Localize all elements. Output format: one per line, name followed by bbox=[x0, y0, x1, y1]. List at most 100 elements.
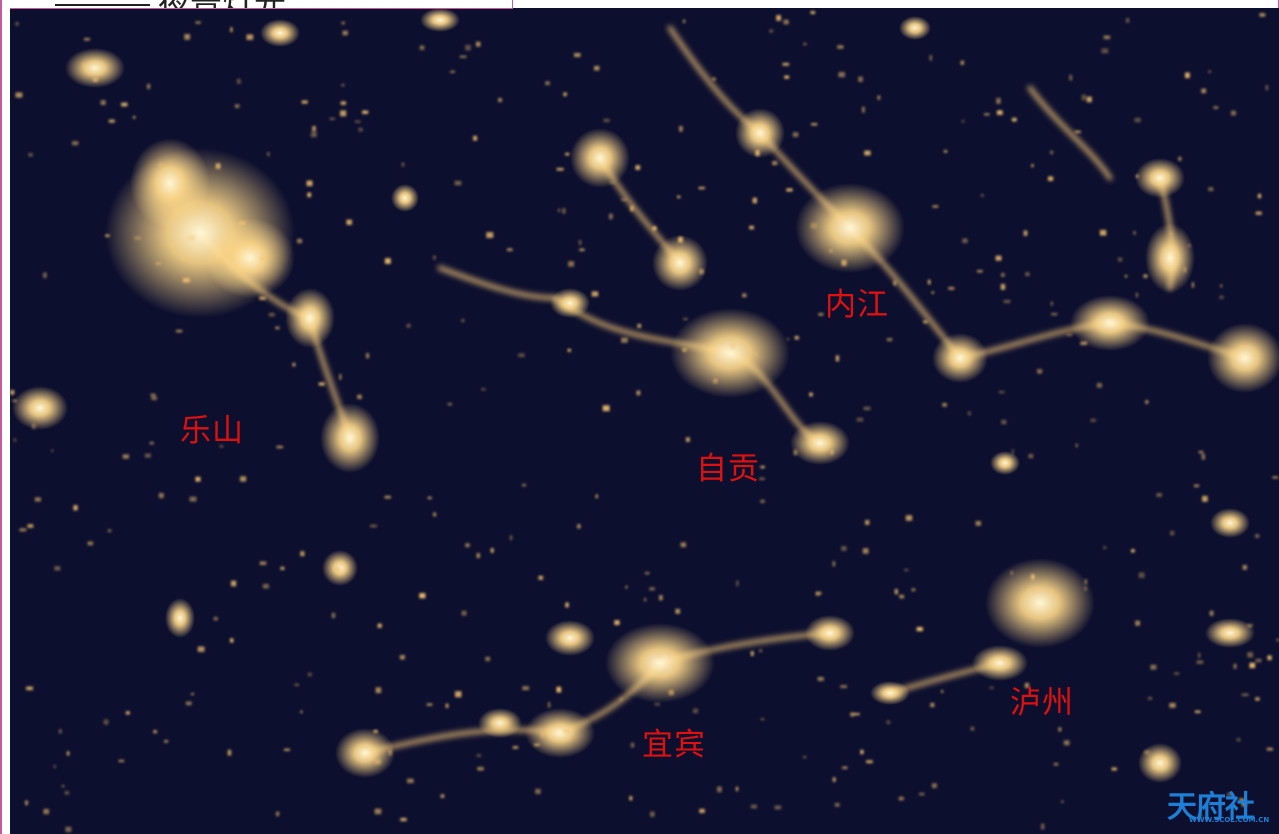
small-light-speck bbox=[563, 729, 570, 733]
small-light-speck bbox=[931, 291, 934, 294]
city-light-cluster bbox=[335, 728, 395, 778]
small-light-speck bbox=[830, 450, 834, 455]
small-light-speck bbox=[1111, 767, 1117, 771]
small-light-speck bbox=[26, 686, 33, 691]
small-light-speck bbox=[980, 194, 984, 197]
map-canvas bbox=[10, 8, 1279, 834]
small-light-speck bbox=[312, 126, 316, 132]
small-light-speck bbox=[683, 317, 688, 321]
small-light-speck bbox=[306, 180, 313, 187]
small-light-speck bbox=[1135, 174, 1139, 178]
city-light-cluster bbox=[1138, 743, 1182, 783]
small-light-speck bbox=[749, 225, 754, 230]
small-light-speck bbox=[567, 348, 571, 352]
small-light-speck bbox=[331, 612, 336, 619]
small-light-speck bbox=[943, 150, 948, 153]
small-light-speck bbox=[342, 30, 348, 36]
small-light-speck bbox=[644, 571, 650, 575]
city-label-yibin: 宜宾 bbox=[642, 727, 706, 763]
small-light-speck bbox=[817, 677, 824, 681]
small-light-speck bbox=[318, 382, 325, 386]
small-light-speck bbox=[182, 278, 190, 283]
small-light-speck bbox=[447, 403, 453, 406]
small-light-speck bbox=[829, 249, 833, 253]
small-light-speck bbox=[792, 132, 799, 137]
small-light-speck bbox=[427, 496, 432, 500]
small-light-speck bbox=[445, 703, 449, 708]
small-light-speck bbox=[34, 497, 41, 502]
small-light-speck bbox=[93, 77, 98, 82]
small-light-speck bbox=[1249, 662, 1256, 669]
small-light-speck bbox=[373, 730, 378, 733]
small-light-speck bbox=[1178, 156, 1182, 161]
small-light-speck bbox=[1255, 697, 1260, 701]
small-light-speck bbox=[752, 197, 757, 204]
small-light-speck bbox=[783, 19, 789, 25]
small-light-speck bbox=[894, 589, 898, 595]
small-light-speck bbox=[1138, 572, 1145, 578]
small-light-speck bbox=[637, 323, 642, 328]
small-light-speck bbox=[188, 235, 196, 241]
small-light-speck bbox=[975, 521, 981, 526]
small-light-speck bbox=[13, 438, 17, 442]
small-light-speck bbox=[450, 70, 455, 73]
small-light-speck bbox=[860, 749, 864, 755]
small-light-speck bbox=[1272, 476, 1279, 479]
small-light-speck bbox=[654, 703, 661, 706]
small-light-speck bbox=[1031, 164, 1034, 168]
small-light-speck bbox=[358, 127, 363, 132]
small-light-speck bbox=[335, 567, 340, 572]
small-light-speck bbox=[346, 219, 352, 225]
small-light-speck bbox=[1208, 187, 1214, 192]
small-light-speck bbox=[608, 213, 613, 220]
small-light-speck bbox=[158, 493, 164, 499]
city-light-cluster bbox=[1210, 508, 1250, 538]
small-light-speck bbox=[547, 702, 551, 708]
small-light-speck bbox=[107, 529, 112, 533]
city-label-neijiang: 内江 bbox=[825, 287, 889, 323]
small-light-speck bbox=[189, 496, 197, 502]
small-light-speck bbox=[43, 808, 49, 815]
small-light-speck bbox=[977, 270, 983, 273]
small-light-speck bbox=[948, 287, 955, 290]
small-light-speck bbox=[1145, 400, 1149, 404]
city-light-cluster bbox=[478, 708, 522, 738]
night-lights-map: 内江 乐山 自贡 泸州 宜宾 天府社区 WWW.SCOL.COM.CN bbox=[10, 8, 1279, 834]
small-light-speck bbox=[810, 223, 818, 229]
small-light-speck bbox=[406, 323, 411, 328]
small-light-speck bbox=[1096, 383, 1102, 388]
small-light-speck bbox=[538, 575, 544, 580]
small-light-speck bbox=[565, 152, 570, 156]
small-light-speck bbox=[1133, 231, 1136, 235]
small-light-speck bbox=[329, 117, 335, 120]
city-light-cluster bbox=[652, 235, 708, 291]
small-light-speck bbox=[1011, 117, 1017, 122]
small-light-speck bbox=[919, 792, 925, 796]
small-light-speck bbox=[603, 118, 610, 122]
small-light-speck bbox=[151, 396, 157, 400]
city-light-cluster bbox=[990, 451, 1020, 475]
small-light-speck bbox=[659, 595, 663, 601]
small-light-speck bbox=[72, 141, 79, 146]
small-light-speck bbox=[53, 764, 56, 768]
small-light-speck bbox=[568, 261, 575, 267]
small-light-speck bbox=[579, 248, 585, 251]
small-light-speck bbox=[609, 181, 616, 184]
small-light-speck bbox=[717, 786, 722, 793]
small-light-speck bbox=[219, 445, 224, 448]
small-light-speck bbox=[1201, 88, 1206, 94]
small-light-speck bbox=[1247, 652, 1254, 658]
small-light-speck bbox=[66, 751, 70, 756]
small-light-speck bbox=[341, 21, 345, 25]
city-light-cluster bbox=[420, 8, 460, 32]
city-light-cluster bbox=[985, 558, 1095, 648]
small-light-speck bbox=[811, 123, 818, 126]
small-light-speck bbox=[760, 465, 765, 469]
small-light-speck bbox=[1257, 193, 1262, 199]
small-light-speck bbox=[782, 62, 790, 66]
small-light-speck bbox=[772, 161, 778, 166]
small-light-speck bbox=[927, 279, 931, 285]
small-light-speck bbox=[1156, 493, 1162, 497]
small-light-speck bbox=[1001, 419, 1007, 425]
small-light-speck bbox=[1103, 546, 1107, 549]
